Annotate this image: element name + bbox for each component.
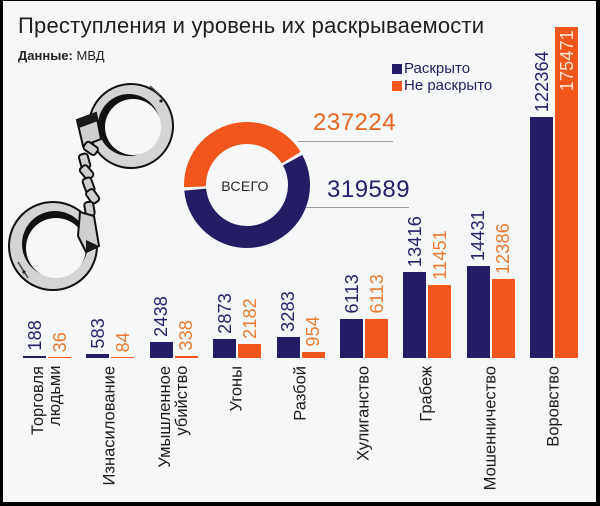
bar-solved xyxy=(530,117,554,358)
value-label-solved: 14431 xyxy=(468,209,489,261)
value-label-unsolved: 12386 xyxy=(493,222,514,274)
value-label-solved: 3283 xyxy=(278,291,299,332)
legend-swatch-solved xyxy=(392,64,402,74)
value-label-solved: 122364 xyxy=(531,50,552,112)
bar-unsolved xyxy=(365,319,388,358)
value-label-unsolved: 954 xyxy=(303,316,324,347)
category-label: Мошенничество xyxy=(481,366,500,491)
donut-segment-unsolved xyxy=(184,122,310,248)
legend-label-unsolved: Не раскрыто xyxy=(404,77,493,94)
category-label: Изнасилование xyxy=(100,366,119,486)
bar-unsolved xyxy=(301,352,325,358)
leader-line-solved xyxy=(306,207,409,208)
category-label: Разбой xyxy=(291,366,310,421)
value-label-solved: 2873 xyxy=(214,293,235,334)
value-label-solved: 13416 xyxy=(404,215,425,267)
chart-title: Преступления и уровень их раскрываемости xyxy=(18,13,485,38)
bar-unsolved xyxy=(428,285,452,358)
value-label-unsolved: 36 xyxy=(49,331,70,352)
bar-unsolved xyxy=(491,279,515,358)
bar-solved xyxy=(23,356,46,358)
bar-solved xyxy=(149,342,173,358)
value-label-unsolved: 11451 xyxy=(429,230,450,280)
donut-center-label: ВСЕГО xyxy=(221,178,269,194)
category-label: Торговля людьми xyxy=(29,366,64,435)
value-label-solved: 583 xyxy=(87,318,108,349)
legend-label-solved: Раскрыто xyxy=(404,60,471,77)
value-label-unsolved: 6113 xyxy=(366,274,387,314)
handcuffs-icon xyxy=(8,83,174,291)
value-label-unsolved: 175471 xyxy=(556,30,577,92)
category-label: Угоны xyxy=(227,366,246,412)
legend-swatch-unsolved xyxy=(392,81,402,91)
bar-solved xyxy=(466,266,490,358)
bar-solved xyxy=(340,319,363,358)
bar-solved xyxy=(403,272,427,358)
donut-chart-total xyxy=(184,122,310,248)
total-solved-value: 319589 xyxy=(327,176,411,203)
bar-unsolved xyxy=(238,344,262,358)
total-unsolved-value: 237224 xyxy=(313,109,397,136)
category-label: Грабеж xyxy=(417,366,436,422)
value-label-solved: 2438 xyxy=(151,296,172,337)
data-source-label: Данные: xyxy=(18,48,73,63)
category-label: Воровство xyxy=(544,366,563,447)
data-source-value: МВД xyxy=(76,48,105,63)
bar-solved xyxy=(86,354,110,358)
value-label-unsolved: 84 xyxy=(112,331,133,352)
bar-solved xyxy=(213,339,237,358)
value-label-unsolved: 2182 xyxy=(239,298,260,339)
value-label-solved: 6113 xyxy=(341,274,362,314)
value-label-solved: 188 xyxy=(24,320,45,351)
bar-unsolved xyxy=(48,357,71,358)
data-source: Данные: МВД xyxy=(18,48,105,64)
category-label: Умышленное убийство xyxy=(155,366,191,468)
leader-line-unsolved xyxy=(298,141,393,142)
value-label-unsolved: 338 xyxy=(176,320,197,351)
bar-unsolved xyxy=(174,356,198,358)
bar-unsolved xyxy=(555,27,579,358)
bar-unsolved xyxy=(111,357,135,358)
category-label: Хулиганство xyxy=(354,366,373,461)
bar-solved xyxy=(276,337,300,358)
